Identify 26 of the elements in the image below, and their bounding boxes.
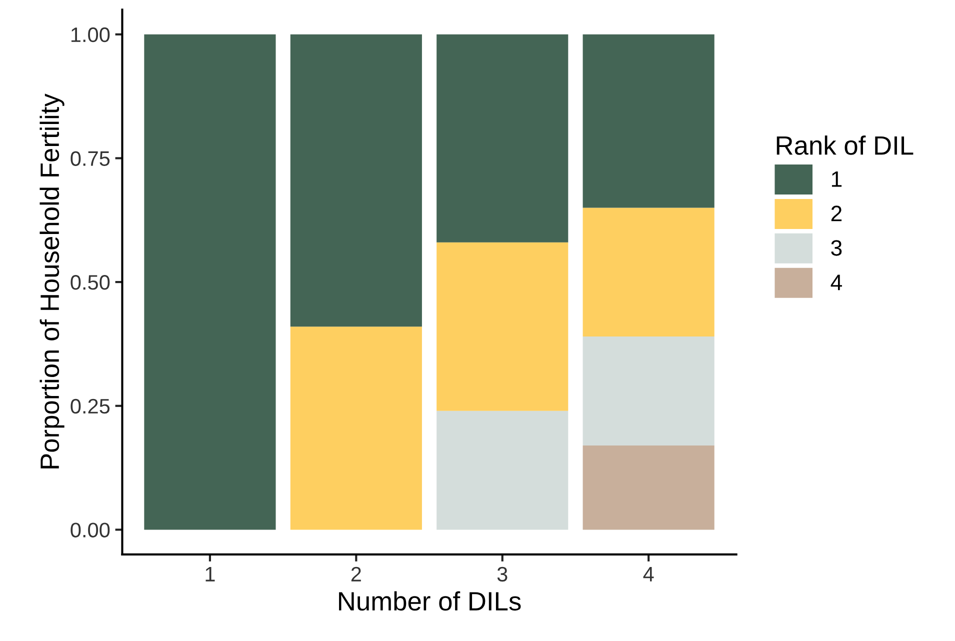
x-tick-label: 1 bbox=[206, 567, 215, 582]
legend-label: 1 bbox=[832, 171, 842, 187]
legend-label: 2 bbox=[831, 206, 842, 222]
legend-title: Rank of DIL bbox=[776, 135, 914, 155]
legend-label: 4 bbox=[830, 274, 842, 290]
y-tick-label: 0.75 bbox=[70, 151, 110, 166]
bar bbox=[290, 34, 422, 327]
bar bbox=[290, 326, 422, 530]
y-axis-title: Porportion of Household Fertility bbox=[40, 94, 64, 468]
legend-label: 3 bbox=[831, 240, 842, 256]
bar bbox=[582, 34, 714, 208]
y-tick-label: 0.50 bbox=[70, 275, 110, 290]
bar bbox=[436, 34, 568, 242]
bar bbox=[582, 208, 714, 337]
bar bbox=[582, 445, 714, 530]
y-tick-label: 0.00 bbox=[70, 522, 110, 538]
x-axis-title: Number of DILs bbox=[339, 591, 521, 611]
bar bbox=[436, 410, 568, 530]
y-tick-label: 0.25 bbox=[70, 398, 110, 414]
bar bbox=[144, 34, 276, 530]
x-tick-label: 3 bbox=[497, 566, 508, 582]
bar bbox=[436, 242, 568, 411]
x-tick-label: 4 bbox=[643, 567, 654, 582]
x-tick-label: 2 bbox=[351, 566, 361, 582]
y-tick-label: 1.00 bbox=[71, 27, 110, 42]
bar bbox=[582, 336, 714, 446]
